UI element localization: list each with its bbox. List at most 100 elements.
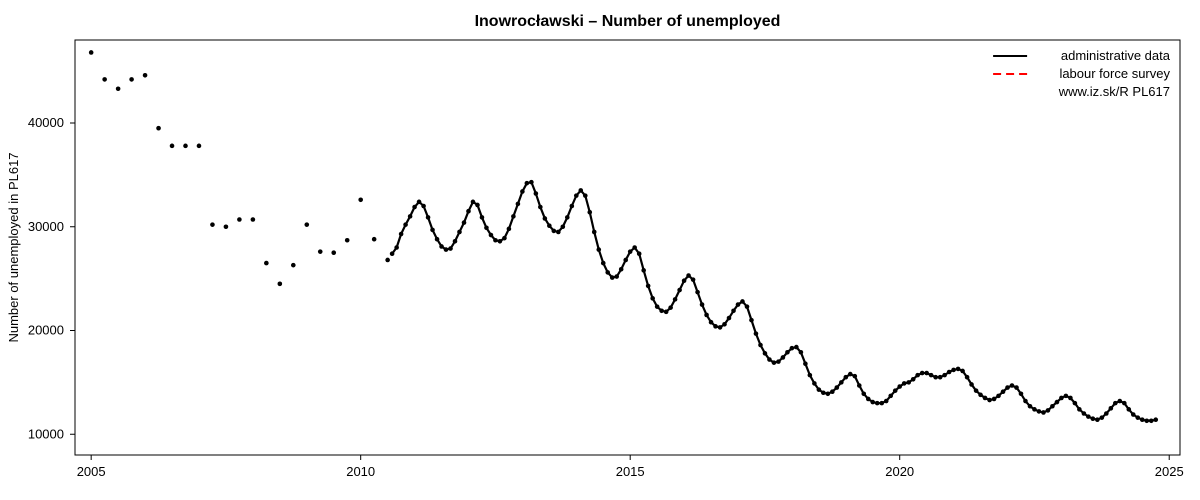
x-tick-label: 2015 — [616, 464, 645, 479]
series-admin-point — [1068, 396, 1073, 401]
series-admin-point — [304, 222, 309, 227]
series-admin-point — [1077, 407, 1082, 412]
series-admin-point — [848, 372, 853, 377]
series-admin-point — [547, 223, 552, 228]
series-admin-point — [974, 388, 979, 393]
series-admin-point — [358, 197, 363, 202]
series-admin-point — [1100, 415, 1105, 420]
series-admin-point — [691, 277, 696, 282]
series-admin-point — [911, 377, 916, 382]
series-admin-point — [399, 232, 404, 237]
series-admin-point — [578, 188, 583, 193]
series-admin-point — [426, 215, 431, 220]
series-admin-point — [745, 304, 750, 309]
series-admin-point — [628, 249, 633, 254]
series-admin-point — [493, 238, 498, 243]
series-admin-point — [987, 398, 992, 403]
series-admin-point — [821, 390, 826, 395]
series-admin-point — [453, 239, 458, 244]
series-admin-point — [956, 367, 961, 372]
series-admin-point — [902, 381, 907, 386]
series-admin-point — [210, 222, 215, 227]
series-admin-point — [592, 230, 597, 235]
series-admin-point — [552, 229, 557, 234]
series-admin-point — [264, 261, 269, 266]
series-admin-point — [291, 263, 296, 268]
series-admin-point — [915, 373, 920, 378]
series-admin-point — [1041, 410, 1046, 415]
series-admin-point — [758, 343, 763, 348]
series-admin-point — [646, 284, 651, 289]
series-admin-point — [785, 350, 790, 355]
series-admin-point — [637, 251, 642, 256]
series-admin-point — [965, 375, 970, 380]
series-admin-point — [650, 296, 655, 301]
series-admin-point — [525, 181, 530, 186]
series-admin-point — [947, 370, 952, 375]
series-admin-point — [466, 209, 471, 214]
series-admin-point — [345, 238, 350, 243]
series-admin-point — [817, 387, 822, 392]
series-admin-point — [686, 273, 691, 278]
series-admin-point — [749, 318, 754, 323]
series-admin-point — [812, 381, 817, 386]
series-admin-point — [412, 205, 417, 210]
series-admin-point — [781, 355, 786, 360]
series-admin-point — [596, 247, 601, 252]
series-admin-point — [727, 316, 732, 321]
series-admin-point — [888, 394, 893, 399]
series-admin-point — [641, 268, 646, 273]
series-admin-point — [614, 274, 619, 279]
series-admin-point — [1073, 401, 1078, 406]
series-admin-point — [502, 236, 507, 241]
series-admin-point — [1064, 394, 1069, 399]
series-admin-point — [102, 77, 107, 82]
series-admin-point — [826, 391, 831, 396]
series-admin-point — [754, 331, 759, 336]
series-admin-point — [116, 86, 121, 91]
series-admin-point — [794, 345, 799, 350]
series-admin-point — [978, 393, 983, 398]
series-admin-point — [610, 275, 615, 280]
series-admin-point — [170, 144, 175, 149]
series-admin-point — [520, 189, 525, 194]
series-admin-point — [570, 204, 575, 209]
series-admin-point — [484, 225, 489, 230]
series-admin-point — [1023, 399, 1028, 404]
series-admin-point — [1019, 391, 1024, 396]
series-admin-point — [435, 237, 440, 242]
x-tick-label: 2010 — [346, 464, 375, 479]
series-admin-point — [480, 215, 485, 220]
y-tick-label: 40000 — [28, 115, 64, 130]
series-admin-point — [489, 233, 494, 238]
series-admin-point — [808, 373, 813, 378]
series-admin-point — [942, 373, 947, 378]
series-admin-point — [372, 237, 377, 242]
series-admin-point — [857, 383, 862, 388]
series-admin-point — [439, 244, 444, 249]
series-admin-point — [844, 375, 849, 380]
series-admin-point — [853, 374, 858, 379]
chart-title: Inowrocławski – Number of unemployed — [475, 13, 781, 30]
series-admin-point — [498, 239, 503, 244]
series-admin-point — [408, 214, 413, 219]
series-admin-point — [772, 360, 777, 365]
series-admin-point — [700, 302, 705, 307]
series-admin-point — [924, 371, 929, 376]
series-admin-point — [601, 261, 606, 266]
series-admin-point — [1117, 399, 1122, 404]
series-admin-point — [1126, 407, 1131, 412]
series-admin-point — [677, 288, 682, 293]
series-admin-point — [623, 258, 628, 263]
series-admin-point — [1037, 409, 1042, 414]
x-tick-label: 2025 — [1155, 464, 1184, 479]
series-admin-point — [251, 217, 256, 222]
series-admin-point — [996, 394, 1001, 399]
series-admin-point — [583, 193, 588, 198]
series-admin-point — [1095, 417, 1100, 422]
series-admin-point — [763, 351, 768, 356]
series-admin-point — [511, 214, 516, 219]
series-admin-point — [1131, 412, 1136, 417]
series-admin-point — [129, 77, 134, 82]
series-admin-point — [736, 302, 741, 307]
